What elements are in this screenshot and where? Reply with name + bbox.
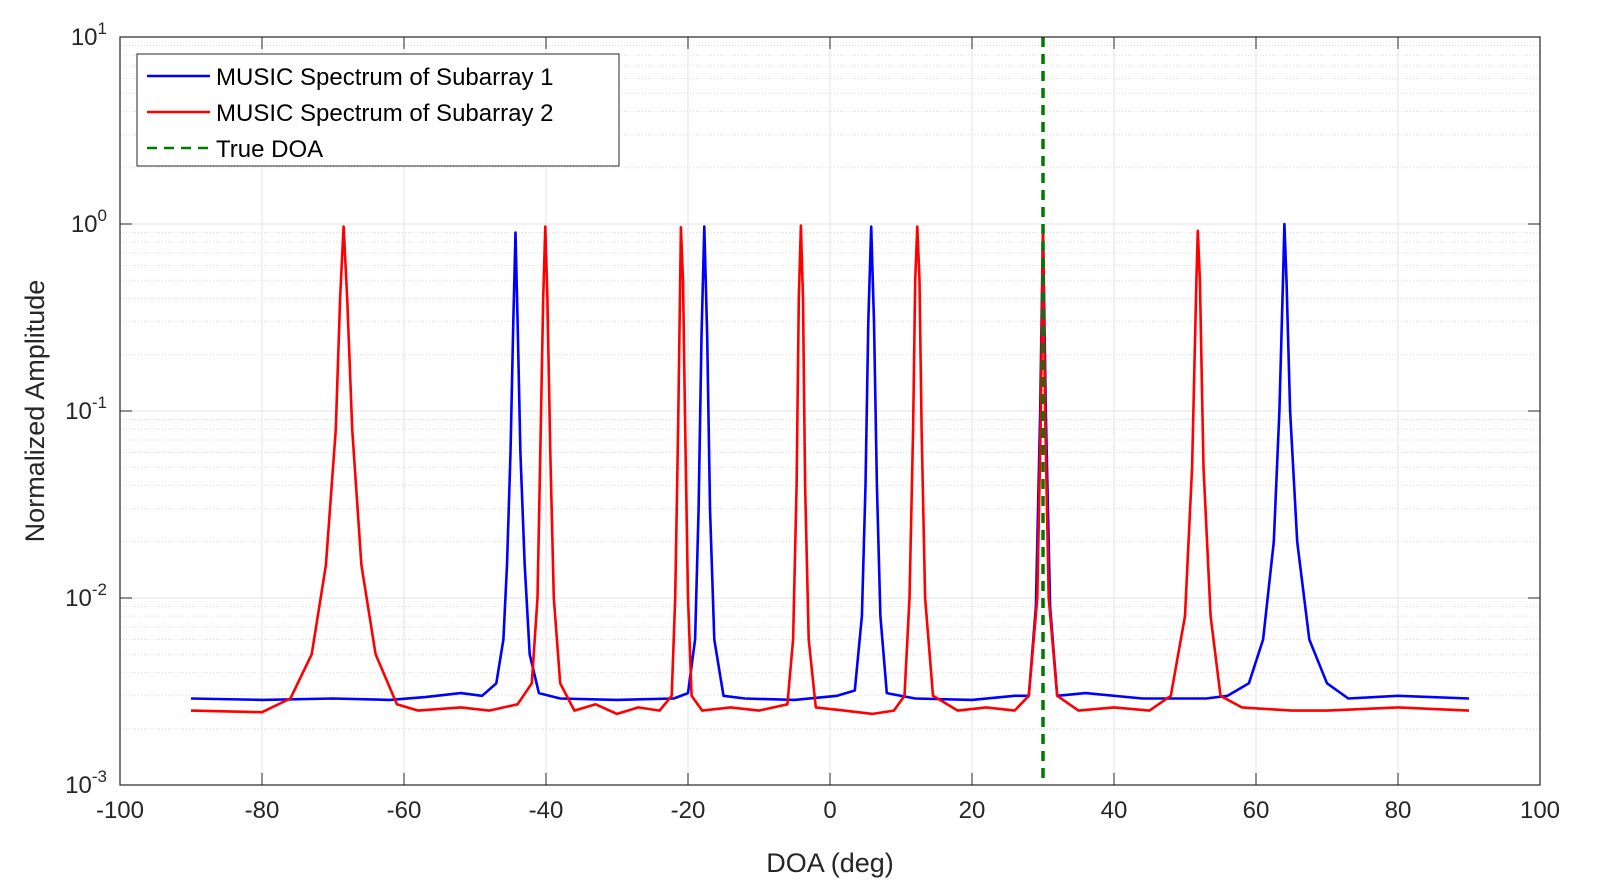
- y-tick-label: 10-1: [65, 393, 107, 425]
- legend-label-1: MUSIC Spectrum of Subarray 1: [216, 64, 553, 91]
- x-tick-label: -100: [96, 797, 144, 824]
- series-line-2: [190, 224, 1470, 716]
- x-tick-label: -40: [529, 797, 564, 824]
- y-tick-label: 10-2: [65, 580, 107, 612]
- series-group: [190, 37, 1470, 785]
- x-axis-label: DOA (deg): [766, 848, 894, 878]
- legend-label-3: True DOA: [216, 136, 323, 163]
- y-tick-label: 10-3: [65, 767, 107, 799]
- x-tick-label: -80: [245, 797, 280, 824]
- x-tick-label: 0: [823, 797, 836, 824]
- legend-box: [136, 53, 620, 167]
- legend-label-2: MUSIC Spectrum of Subarray 2: [216, 100, 553, 127]
- x-tick-label: -60: [387, 797, 422, 824]
- y-tick-label: 101: [71, 19, 107, 51]
- x-tick-label: 80: [1385, 797, 1412, 824]
- x-tick-label: -20: [671, 797, 706, 824]
- tick-marks: [119, 36, 1541, 786]
- x-tick-label: 100: [1520, 797, 1560, 824]
- x-tick-label: 20: [959, 797, 986, 824]
- series-line-1: [190, 222, 1470, 702]
- y-tick-label: 100: [71, 206, 107, 238]
- y-axis-label: Normalized Amplitude: [20, 280, 50, 543]
- x-tick-label: 40: [1101, 797, 1128, 824]
- x-tick-labels: -100 -80 -60 -40 -20 0 20 40 60 80 100: [96, 797, 1560, 824]
- legend: MUSIC Spectrum of Subarray 1 MUSIC Spectr…: [136, 53, 620, 167]
- x-tick-label: 60: [1243, 797, 1270, 824]
- y-tick-labels: 10-3 10-2 10-1 100 101: [65, 19, 107, 799]
